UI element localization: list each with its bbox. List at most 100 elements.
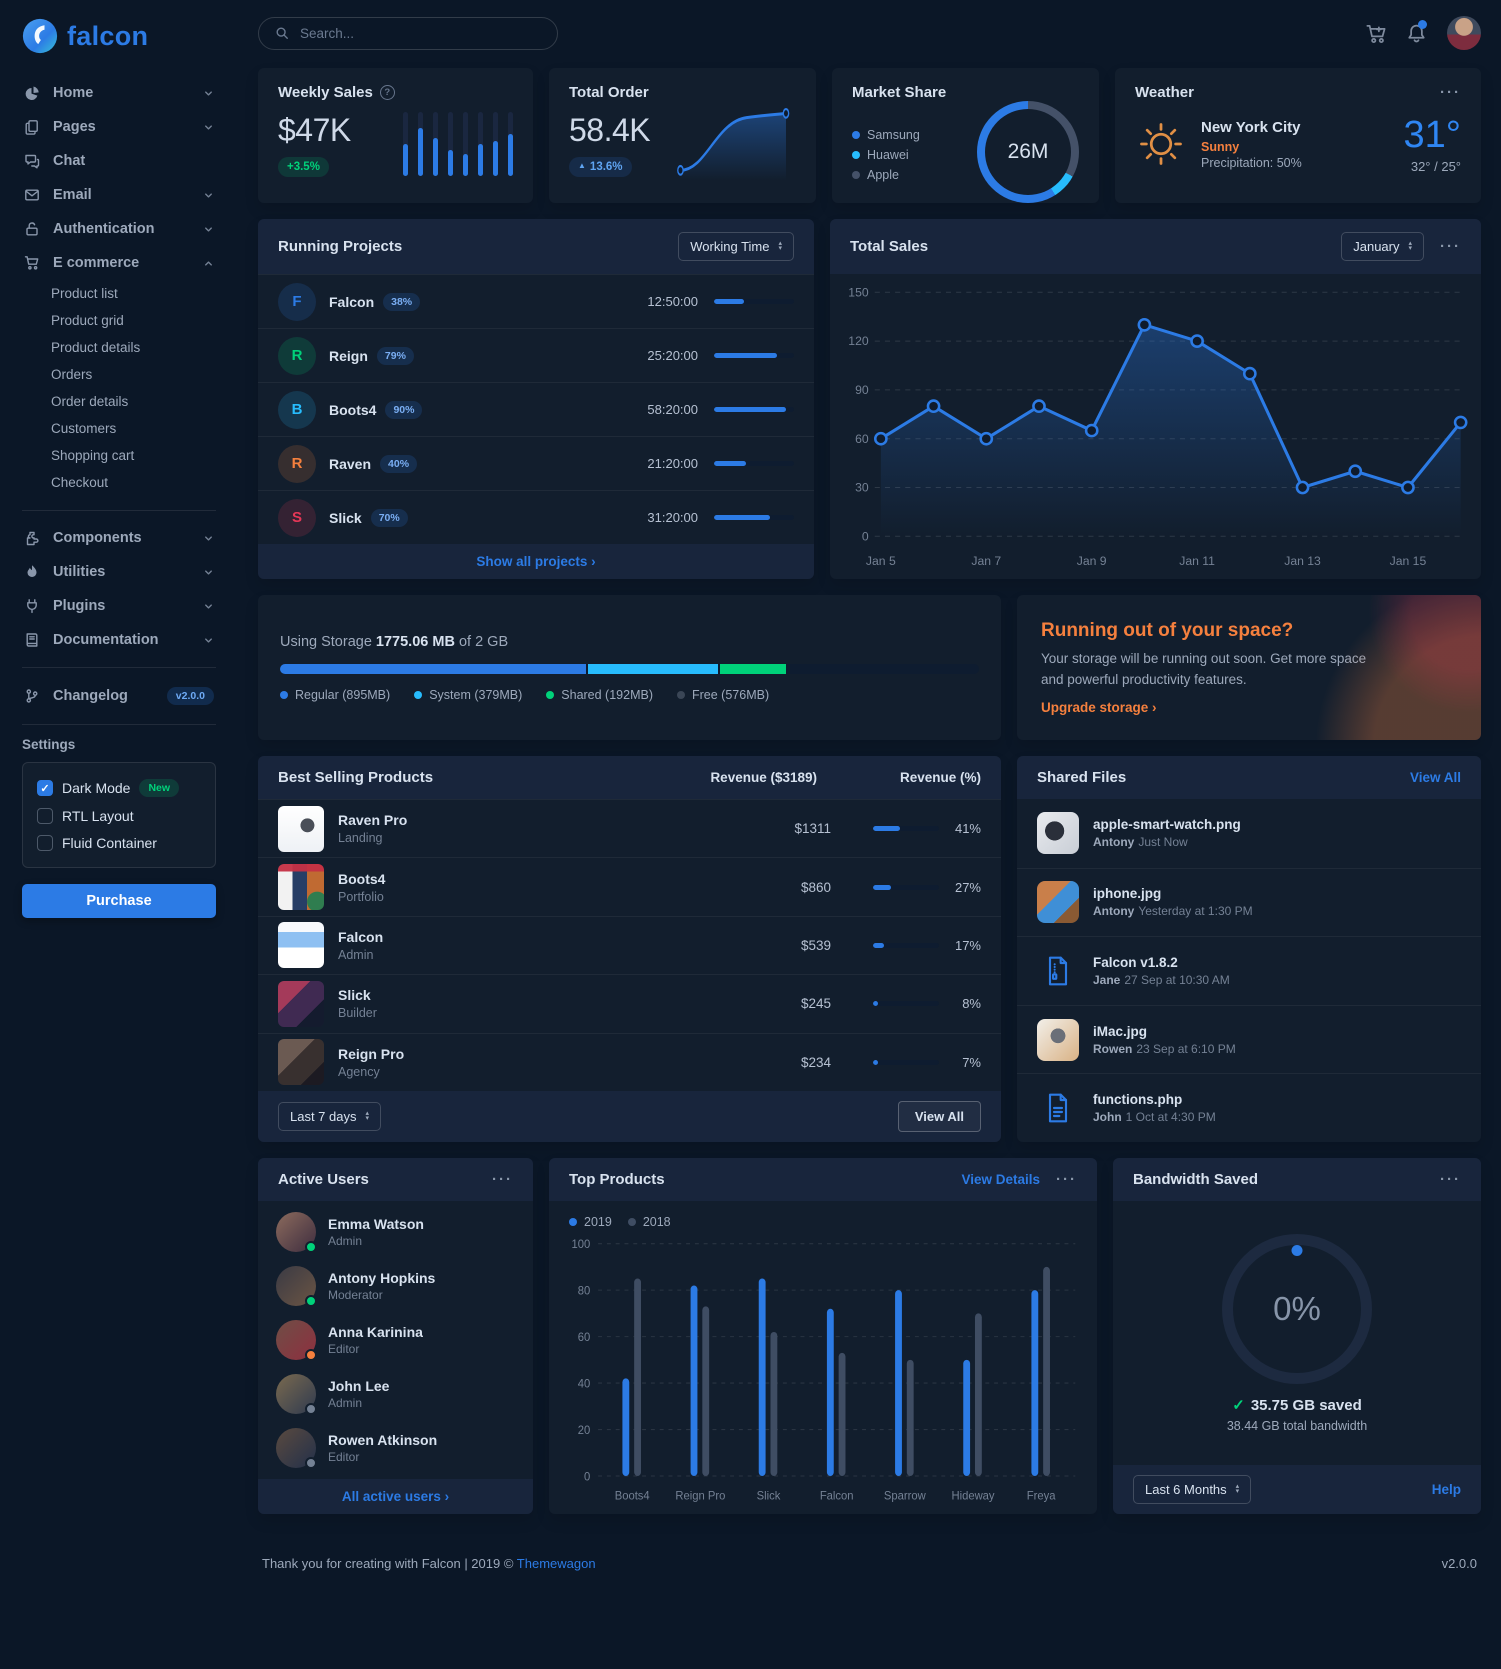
sidebar-item-utilities[interactable]: Utilities <box>22 555 216 589</box>
product-row[interactable]: Falcon Admin $539 17% <box>258 915 1001 974</box>
all-active-users-link[interactable]: All active users › <box>341 1489 450 1504</box>
product-row[interactable]: Raven Pro Landing $1311 41% <box>258 799 1001 857</box>
project-row[interactable]: F Falcon 38% 12:50:00 <box>258 274 814 328</box>
sidebar-subitem-product-details[interactable]: Product details <box>51 340 141 355</box>
more-options-icon[interactable] <box>1440 1172 1461 1187</box>
period-select[interactable]: Last 7 days ▴ ▾ <box>278 1102 382 1131</box>
sidebar-subitem-shopping-cart[interactable]: Shopping cart <box>51 448 135 463</box>
chevron-up-icon <box>203 258 214 269</box>
product-revenue-pct: 17% <box>831 938 981 953</box>
notifications-bell-icon[interactable] <box>1406 19 1427 44</box>
sidebar-item-pages[interactable]: Pages <box>22 110 216 144</box>
storage-legend-item: Shared (192MB) <box>546 688 653 702</box>
user-name[interactable]: John Lee <box>328 1378 390 1394</box>
view-all-files-link[interactable]: View All <box>1409 770 1461 785</box>
user-name[interactable]: Emma Watson <box>328 1216 424 1232</box>
sidebar-item-email[interactable]: Email <box>22 178 216 212</box>
weekly-sales-bar <box>463 112 468 176</box>
file-name[interactable]: iphone.jpg <box>1093 886 1162 902</box>
sidebar-subitem-customers[interactable]: Customers <box>51 421 117 436</box>
sidebar-subitem-order-details[interactable]: Order details <box>51 394 129 409</box>
file-name[interactable]: apple-smart-watch.png <box>1093 817 1241 833</box>
more-options-icon[interactable] <box>1440 239 1461 254</box>
search-input[interactable] <box>298 24 541 42</box>
setting-fluid-container[interactable]: Fluid Container <box>37 835 201 851</box>
sidebar-item-ecommerce[interactable]: E commerce <box>22 246 216 280</box>
active-user-row[interactable]: Antony Hopkins Moderator <box>276 1266 515 1307</box>
sidebar-item-chat[interactable]: Chat <box>22 144 216 178</box>
brand-logo[interactable]: falcon <box>22 14 216 76</box>
working-time-select[interactable]: Working Time ▴ ▾ <box>678 232 794 261</box>
shared-file-row[interactable]: apple-smart-watch.png Antony Just Now <box>1017 799 1481 868</box>
shared-file-row[interactable]: Falcon v1.8.2 Jane 27 Sep at 10:30 AM <box>1017 936 1481 1005</box>
file-name[interactable]: functions.php <box>1093 1092 1183 1108</box>
sidebar-item-authentication[interactable]: Authentication <box>22 212 216 246</box>
project-row[interactable]: B Boots4 90% 58:20:00 <box>258 382 814 436</box>
shared-file-row[interactable]: iphone.jpg Antony Yesterday at 1:30 PM <box>1017 867 1481 937</box>
file-thumbnail <box>1037 881 1079 924</box>
flame-icon <box>24 564 42 580</box>
total-order-value: 58.4K <box>569 111 651 148</box>
project-row[interactable]: S Slick 70% 31:20:00 <box>258 490 814 544</box>
project-row[interactable]: R Raven 40% 21:20:00 <box>258 436 814 490</box>
active-user-row[interactable]: John Lee Admin <box>276 1374 515 1415</box>
sidebar-item-changelog[interactable]: Changelog v2.0.0 <box>22 678 216 714</box>
shared-file-row[interactable]: functions.php John 1 Oct at 4:30 PM <box>1017 1073 1481 1142</box>
market-share-card: Market Share Samsung Huawei Apple 26M <box>832 68 1099 203</box>
view-all-button[interactable]: View All <box>897 1101 981 1132</box>
total-sales-line-chart: 0 30 60 90 120 150 Jan 5 Jan 7 Jan 9 Jan 11 Jan 13… <box>830 274 1481 579</box>
sidebar-item-components[interactable]: Components <box>22 521 216 555</box>
product-name[interactable]: Falcon <box>338 928 384 945</box>
month-select[interactable]: January ▴ ▾ <box>1341 232 1424 261</box>
setting-dark-mode[interactable]: Dark Mode New <box>37 779 201 797</box>
file-name[interactable]: Falcon v1.8.2 <box>1093 954 1178 970</box>
more-options-icon[interactable] <box>1056 1172 1077 1187</box>
revenue-pct-bar <box>873 826 939 832</box>
months-select[interactable]: Last 6 Months ▴ ▾ <box>1133 1475 1252 1504</box>
themewagon-link[interactable]: Themewagon <box>516 1556 596 1571</box>
help-link[interactable]: Help <box>1431 1482 1461 1497</box>
sidebar-subitem-orders[interactable]: Orders <box>51 367 93 382</box>
upgrade-storage-link[interactable]: Upgrade storage › <box>1041 700 1157 716</box>
product-name[interactable]: Slick <box>338 987 371 1004</box>
view-details-link[interactable]: View Details <box>961 1172 1040 1187</box>
user-avatar[interactable] <box>1447 16 1481 50</box>
more-options-icon[interactable] <box>492 1172 513 1187</box>
sidebar-subitem-product-grid[interactable]: Product grid <box>51 313 124 328</box>
setting-rtl-layout[interactable]: RTL Layout <box>37 808 201 824</box>
shared-file-row[interactable]: iMac.jpg Rowen 23 Sep at 6:10 PM <box>1017 1004 1481 1074</box>
product-name[interactable]: Reign Pro <box>338 1045 405 1062</box>
active-user-row[interactable]: Emma Watson Admin <box>276 1212 515 1253</box>
product-row[interactable]: Reign Pro Agency $234 7% <box>258 1032 1001 1091</box>
product-category: Portfolio <box>338 889 384 904</box>
active-user-row[interactable]: Anna Karinina Editor <box>276 1320 515 1361</box>
project-row[interactable]: R Reign 79% 25:20:00 <box>258 328 814 382</box>
sidebar-subitem-checkout[interactable]: Checkout <box>51 475 109 490</box>
file-name[interactable]: iMac.jpg <box>1093 1023 1148 1039</box>
user-name[interactable]: Antony Hopkins <box>328 1270 436 1286</box>
svg-text:Hideway: Hideway <box>951 1489 994 1503</box>
help-circle-icon[interactable] <box>379 85 395 100</box>
sidebar-subitem-product-list[interactable]: Product list <box>51 286 118 301</box>
search-box[interactable] <box>258 16 558 50</box>
cart-icon[interactable] <box>1365 23 1386 44</box>
user-name[interactable]: Anna Karinina <box>328 1324 423 1340</box>
purchase-button[interactable]: Purchase <box>22 884 216 918</box>
checkbox[interactable] <box>37 835 53 851</box>
project-name: Boots4 90% <box>329 400 647 419</box>
more-options-icon[interactable] <box>1440 85 1461 100</box>
checkbox[interactable] <box>37 780 53 796</box>
product-name[interactable]: Raven Pro <box>338 812 408 829</box>
sidebar-item-plugins[interactable]: Plugins <box>22 589 216 623</box>
sidebar-item-home[interactable]: Home <box>22 76 216 110</box>
checkbox[interactable] <box>37 808 53 824</box>
product-name[interactable]: Boots4 <box>338 870 386 887</box>
product-row[interactable]: Slick Builder $245 8% <box>258 974 1001 1032</box>
show-all-projects-link[interactable]: Show all projects › <box>476 554 596 569</box>
active-user-row[interactable]: Rowen Atkinson Editor <box>276 1428 515 1469</box>
sidebar-submenu: Product list Product grid Product details O… <box>22 280 216 500</box>
sidebar-item-documentation[interactable]: Documentation <box>22 623 216 657</box>
product-row[interactable]: Boots4 Portfolio $860 27% <box>258 857 1001 915</box>
legend-item-2019: 2019 <box>569 1215 612 1229</box>
user-name[interactable]: Rowen Atkinson <box>328 1432 438 1448</box>
